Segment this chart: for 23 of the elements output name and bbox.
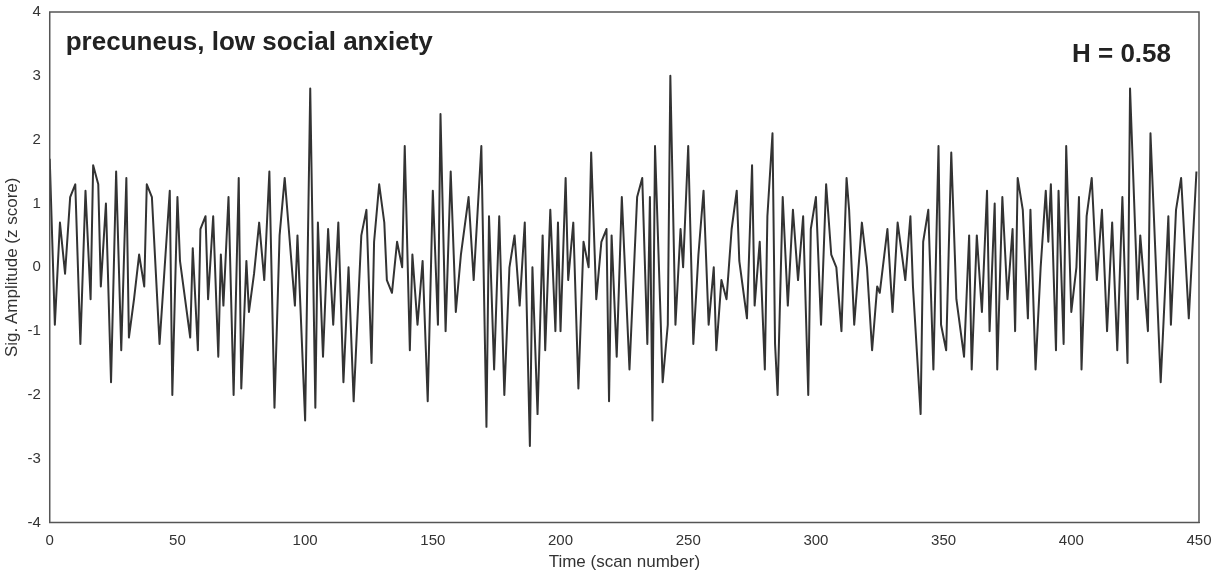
- y-tick-label: 0: [32, 257, 41, 275]
- annotation: precuneus, low social anxiety: [65, 26, 434, 57]
- x-tick-label: 250: [675, 530, 701, 548]
- x-axis-title: Time (scan number): [548, 552, 701, 572]
- x-tick-label: 200: [548, 530, 574, 548]
- x-tick-label: 400: [1058, 530, 1084, 548]
- annotation: H = 0.58: [1071, 38, 1171, 69]
- x-tick-label: 100: [292, 530, 318, 548]
- x-tick-label: 450: [1186, 530, 1212, 548]
- y-tick-label: 3: [32, 65, 41, 83]
- y-tick-label: -1: [27, 321, 41, 339]
- y-tick-label: -4: [27, 512, 41, 530]
- y-tick-label: 1: [32, 193, 41, 211]
- x-tick-label: 300: [803, 530, 829, 548]
- y-tick-label: -3: [27, 448, 41, 466]
- y-axis-title: Sig. Amplitude (z score): [1, 177, 21, 358]
- y-tick-label: -2: [27, 385, 41, 403]
- x-tick-label: 50: [169, 530, 186, 548]
- x-tick-label: 150: [420, 530, 446, 548]
- x-tick-label: 350: [931, 530, 957, 548]
- y-tick-label: 4: [32, 2, 41, 20]
- y-tick-label: 2: [32, 129, 41, 147]
- x-tick-label: 0: [45, 530, 54, 548]
